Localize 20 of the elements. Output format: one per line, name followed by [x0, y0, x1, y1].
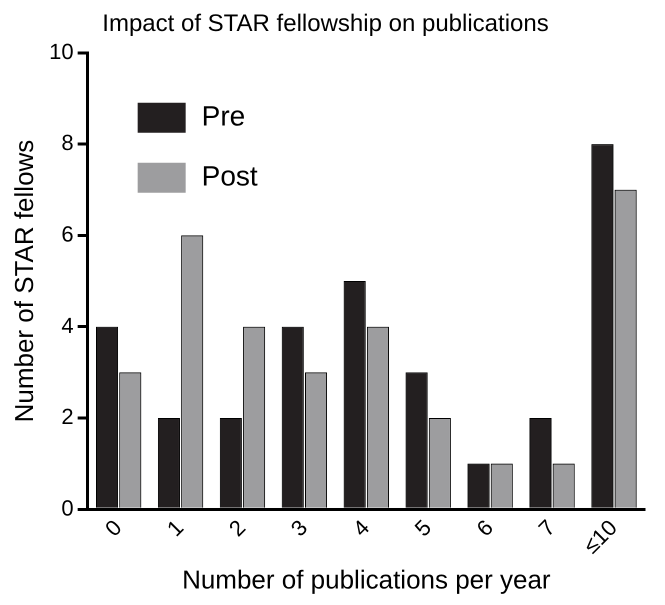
y-tick-label: 0: [61, 495, 74, 520]
y-tick-label: 2: [61, 404, 74, 430]
legend-label: Post: [202, 160, 258, 192]
chart-title: Impact of STAR fellowship on publications: [102, 10, 549, 38]
y-tick-label: 4: [61, 312, 74, 338]
x-tick-label: 5: [410, 514, 436, 542]
legend-label: Pre: [202, 100, 246, 132]
y-tick-label: 10: [49, 38, 74, 64]
x-tick-label: 1: [162, 514, 188, 542]
y-tick-label: 8: [61, 130, 74, 156]
x-tick-label: 0: [100, 514, 126, 542]
y-axis-title: Number of STAR fellows: [8, 140, 39, 422]
y-tick-label: 6: [61, 221, 74, 246]
x-tick-label: 3: [286, 514, 312, 542]
x-axis-title: Number of publications per year: [182, 564, 551, 595]
x-tick-label: 6: [472, 514, 498, 542]
x-tick-label: 7: [534, 514, 560, 542]
x-tick-label: ≤10: [578, 514, 622, 558]
x-tick-label: 4: [348, 514, 374, 542]
x-tick-label: 2: [224, 514, 250, 542]
